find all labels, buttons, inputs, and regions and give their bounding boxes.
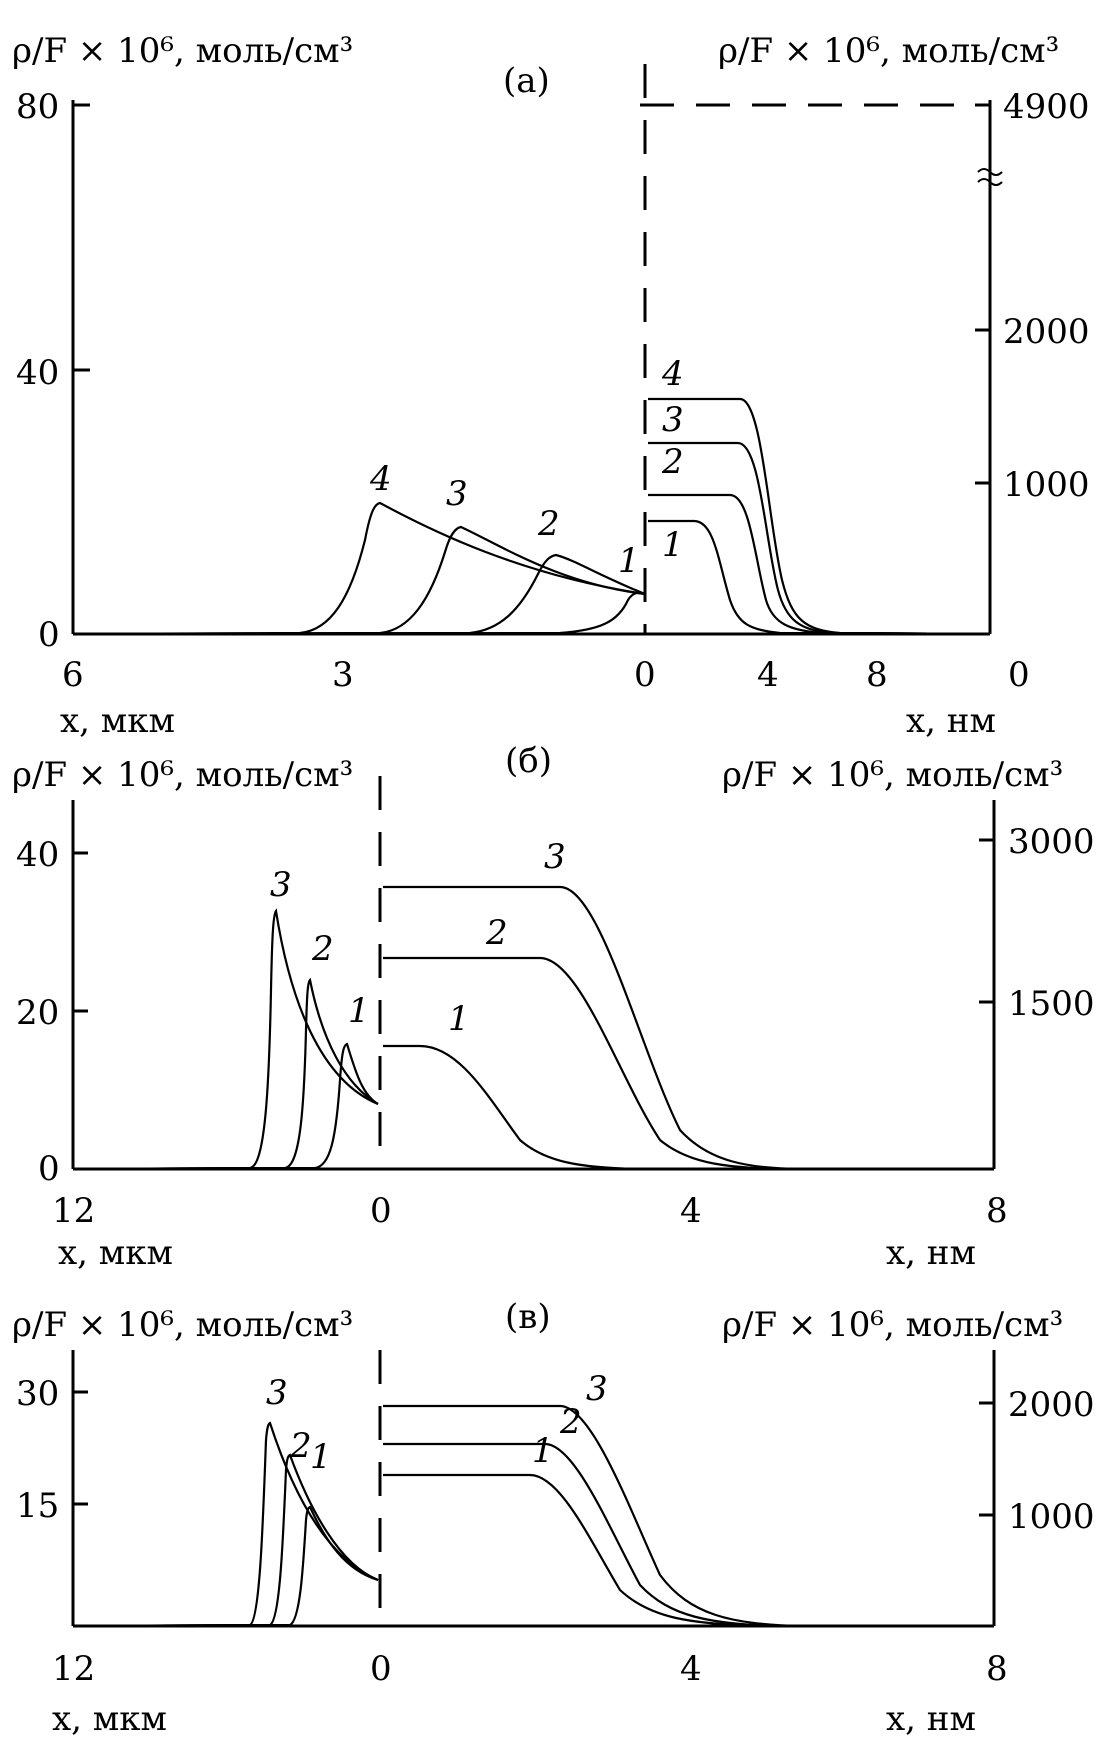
curve-label: 2 [559,1402,582,1442]
x-tick-label: 0 [370,1191,392,1231]
left-y-tick-label: 80 [16,87,59,127]
curve-right-2 [383,956,791,1171]
curve-right-2 [383,1442,781,1628]
curve-left-2 [74,553,646,636]
curve-left-4 [74,501,646,636]
curve-label: 3 [662,400,684,440]
panel-c: ρ/F × 10⁶, моль/см³ ρ/F × 10⁶, моль/см³ … [12,1297,1095,1739]
left-y-tick-label: 20 [16,993,59,1033]
curve-left-1 [74,591,646,636]
panel-a: ρ/F × 10⁶, моль/см³ ρ/F × 10⁶, моль/см³ … [12,31,1090,741]
curve-left-2 [74,977,379,1171]
curve-left-2 [74,1453,379,1628]
x-tick-label: 4 [680,1191,702,1231]
x-tick-label: 4 [757,655,779,695]
curve-label: 2 [661,442,684,482]
left-y-tick-label: 30 [16,1374,59,1414]
right-y-axis-label: ρ/F × 10⁶, моль/см³ [722,1305,1063,1345]
left-y-tick-label: 0 [38,1149,60,1189]
left-x-axis-label: x, мкм [52,1699,167,1739]
left-y-axis-label: ρ/F × 10⁶, моль/см³ [12,755,353,795]
x-tick-label: 3 [332,655,354,695]
curve-label: 3 [270,865,292,905]
curve-right-3 [648,441,991,636]
x-tick-label: 8 [986,1649,1008,1689]
right-y-tick-label: 3000 [1008,822,1095,862]
left-x-axis-label: x, мкм [60,701,175,741]
right-x-axis-label: x, нм [886,1699,976,1739]
curve-left-3 [74,1421,379,1628]
curve-right-1 [383,1473,761,1628]
curve-left-1 [74,1042,379,1171]
x-tick-label: 0 [370,1649,392,1689]
curve-label: 2 [537,504,560,544]
panel-b: ρ/F × 10⁶, моль/см³ ρ/F × 10⁶, моль/см³ … [12,741,1095,1273]
left-y-tick-label: 15 [16,1486,59,1526]
curve-label: 1 [532,1431,554,1471]
right-x-axis-label: x, нм [886,1233,976,1273]
right-y-tick-label: 4900 [1003,87,1090,127]
x-tick-label: 8 [866,655,888,695]
right-y-tick-label: 2000 [1003,312,1090,352]
x-tick-label: 12 [52,1191,95,1231]
curve-label: 2 [485,913,508,953]
curve-right-3 [383,885,801,1171]
right-y-axis-label: ρ/F × 10⁶, моль/см³ [718,31,1059,71]
curve-left-3 [74,908,379,1171]
x-tick-label: 6 [62,655,84,695]
x-tick-label: 0 [634,655,656,695]
panel-label: (б) [505,741,552,781]
curve-label: 4 [661,354,684,394]
curve-right-2 [648,493,991,636]
left-y-tick-label: 0 [38,615,60,655]
panel-label: (в) [505,1297,551,1337]
curve-left-1 [74,1505,379,1628]
left-y-axis-label: ρ/F × 10⁶, моль/см³ [12,1305,353,1345]
curve-label: 1 [662,525,684,565]
right-y-tick-label: 1000 [1003,465,1090,505]
curve-label: 2 [311,929,334,969]
x-tick-label: 4 [680,1649,702,1689]
x-tick-label: 8 [986,1191,1008,1231]
left-y-tick-label: 40 [16,353,59,393]
right-x-axis-label: x, нм [906,701,996,741]
x-tick-label: 0 [1008,655,1030,695]
curve-right-4 [648,397,991,636]
x-tick-label: 12 [52,1649,95,1689]
left-y-tick-label: 40 [16,835,59,875]
curve-label: 4 [369,459,392,499]
right-y-tick-label: 1000 [1008,1497,1095,1537]
curve-label: 3 [544,837,566,877]
panel-label: (а) [503,61,550,101]
curve-label: 3 [266,1373,288,1413]
curve-left-3 [74,525,646,636]
left-y-axis-label: ρ/F × 10⁶, моль/см³ [12,31,353,71]
curve-label: 1 [348,991,370,1031]
curve-label: 3 [586,1369,608,1409]
right-y-tick-label: 1500 [1008,984,1095,1024]
axis-break-icon [977,168,1003,186]
curve-right-1 [383,1044,641,1171]
curve-label: 1 [618,541,640,581]
right-y-tick-label: 2000 [1008,1385,1095,1425]
curve-label: 2 [289,1426,312,1466]
curve-right-1 [648,519,991,636]
curve-label: 1 [310,1437,332,1477]
right-y-axis-label: ρ/F × 10⁶, моль/см³ [722,755,1063,795]
left-x-axis-label: x, мкм [58,1233,173,1273]
curve-label: 1 [448,999,470,1039]
curve-label: 3 [446,474,468,514]
curve-right-3 [383,1404,801,1628]
